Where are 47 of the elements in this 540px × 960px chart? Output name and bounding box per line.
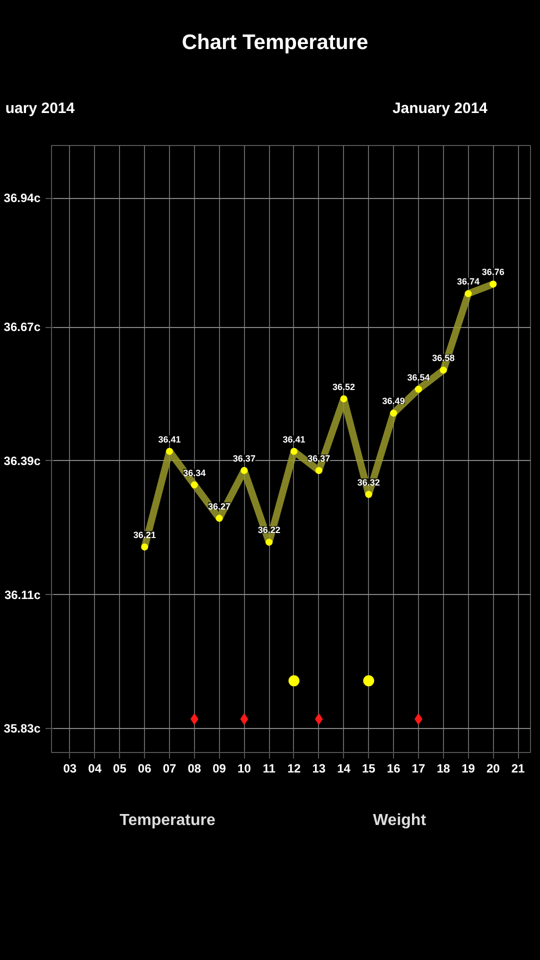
point bbox=[363, 675, 374, 686]
y-tick-label: 36.39c bbox=[4, 454, 41, 468]
x-tick-label: 03 bbox=[63, 762, 77, 776]
x-tick-label: 14 bbox=[337, 762, 351, 776]
x-tick-label: 08 bbox=[188, 762, 202, 776]
x-tick-label: 16 bbox=[386, 762, 401, 776]
data-label: 36.58 bbox=[432, 353, 455, 364]
x-tick-label: 04 bbox=[88, 762, 102, 776]
x-tick-label: 10 bbox=[238, 762, 252, 776]
x-tick-label: 11 bbox=[262, 762, 276, 776]
text: January 2014 bbox=[391, 99, 489, 119]
x-tick-label: 15 bbox=[362, 762, 376, 776]
x-tick-label: 05 bbox=[113, 762, 127, 776]
data-label: 36.74 bbox=[457, 276, 480, 287]
data-label: 36.41 bbox=[158, 434, 181, 444]
point bbox=[288, 675, 300, 686]
text: Temperature bbox=[118, 811, 216, 831]
y-tick-label: 36.94c bbox=[4, 191, 41, 206]
x-tick-label: 19 bbox=[462, 762, 476, 776]
text: uary 2014 bbox=[4, 99, 76, 119]
point bbox=[240, 714, 248, 725]
data-label: 36.34 bbox=[183, 468, 206, 478]
text: Weight bbox=[372, 811, 428, 831]
data-label: 36.21 bbox=[133, 530, 156, 540]
data-label: 36.32 bbox=[357, 477, 380, 488]
data-label: 36.54 bbox=[407, 372, 430, 382]
x-tick-label: 12 bbox=[287, 762, 301, 776]
data-label: 36.52 bbox=[332, 382, 356, 392]
data-label: 36.37 bbox=[232, 454, 256, 464]
x-tick-label: 21 bbox=[511, 762, 526, 776]
y-tick-label: 35.83c bbox=[4, 722, 41, 736]
data-label: 36.49 bbox=[382, 396, 405, 406]
x-tick-label: 07 bbox=[162, 762, 177, 776]
chart-title: Chart Temperature bbox=[182, 30, 368, 56]
x-tick-label: 09 bbox=[212, 762, 226, 776]
y-tick-label: 36.11c bbox=[4, 588, 41, 602]
data-label: 36.27 bbox=[208, 501, 231, 512]
x-tick-label: 06 bbox=[138, 762, 152, 776]
data-label: 36.37 bbox=[308, 454, 330, 464]
data-label: 36.41 bbox=[282, 434, 306, 444]
x-tick-label: 13 bbox=[312, 762, 326, 776]
x-tick-label: 20 bbox=[486, 762, 500, 776]
x-tick-label: 17 bbox=[412, 762, 426, 776]
y-tick-label: 36.67c bbox=[4, 320, 41, 334]
x-tick-label: 18 bbox=[436, 762, 450, 776]
data-label: 36.76 bbox=[482, 267, 504, 278]
data-label: 36.22 bbox=[258, 525, 280, 536]
